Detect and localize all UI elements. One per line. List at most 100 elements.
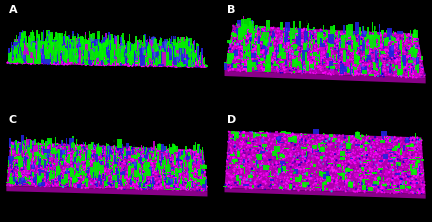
Point	[58, 49, 65, 52]
Point	[236, 48, 243, 51]
Point	[242, 27, 249, 30]
FancyBboxPatch shape	[123, 38, 124, 52]
FancyBboxPatch shape	[192, 174, 193, 177]
FancyBboxPatch shape	[175, 188, 180, 190]
Point	[304, 139, 311, 143]
FancyBboxPatch shape	[15, 39, 19, 46]
FancyBboxPatch shape	[203, 177, 206, 180]
FancyBboxPatch shape	[279, 187, 283, 188]
Point	[334, 168, 340, 172]
Point	[91, 63, 98, 67]
Point	[311, 36, 318, 39]
Point	[88, 47, 95, 51]
Point	[111, 46, 118, 49]
FancyBboxPatch shape	[34, 139, 36, 145]
Point	[19, 48, 26, 51]
Point	[405, 54, 412, 58]
Point	[350, 53, 357, 56]
FancyBboxPatch shape	[140, 150, 143, 151]
Point	[195, 152, 202, 155]
Point	[11, 50, 18, 53]
Point	[73, 151, 79, 155]
FancyBboxPatch shape	[260, 151, 265, 153]
Point	[251, 154, 257, 157]
FancyBboxPatch shape	[401, 148, 402, 152]
Point	[116, 53, 123, 57]
Point	[141, 46, 148, 50]
FancyBboxPatch shape	[140, 55, 145, 66]
Point	[363, 46, 370, 49]
FancyBboxPatch shape	[170, 185, 171, 186]
Point	[138, 57, 145, 61]
FancyBboxPatch shape	[104, 160, 105, 163]
Point	[336, 65, 343, 69]
Point	[317, 135, 324, 138]
Point	[252, 39, 259, 42]
Point	[18, 54, 25, 58]
Point	[64, 166, 70, 170]
Point	[267, 175, 274, 179]
Point	[354, 155, 361, 159]
Point	[411, 173, 418, 176]
Point	[286, 28, 292, 32]
Point	[109, 151, 116, 154]
Point	[158, 64, 165, 67]
FancyBboxPatch shape	[159, 64, 164, 66]
Point	[263, 141, 270, 144]
Point	[172, 48, 179, 51]
Point	[156, 158, 163, 162]
Point	[358, 167, 365, 171]
Point	[286, 47, 293, 51]
Point	[267, 180, 274, 183]
Point	[41, 179, 48, 182]
Point	[407, 65, 413, 68]
Point	[381, 164, 388, 168]
Point	[407, 33, 413, 36]
Point	[27, 57, 34, 61]
Point	[76, 59, 83, 62]
Point	[409, 186, 416, 189]
Point	[111, 176, 118, 180]
Point	[175, 149, 181, 153]
Point	[253, 41, 260, 45]
Point	[53, 162, 60, 166]
FancyBboxPatch shape	[241, 63, 245, 64]
Point	[259, 154, 266, 157]
Point	[73, 166, 80, 169]
Point	[245, 50, 251, 54]
FancyBboxPatch shape	[117, 179, 119, 183]
FancyBboxPatch shape	[177, 174, 178, 175]
FancyBboxPatch shape	[283, 31, 284, 36]
Point	[97, 160, 104, 164]
Point	[335, 68, 342, 72]
Point	[268, 26, 275, 30]
Point	[41, 166, 48, 170]
Point	[151, 184, 158, 187]
Point	[311, 56, 318, 60]
FancyBboxPatch shape	[35, 48, 38, 49]
Point	[312, 49, 319, 53]
Point	[32, 57, 39, 60]
FancyBboxPatch shape	[79, 49, 80, 53]
Point	[421, 72, 428, 75]
FancyBboxPatch shape	[111, 36, 112, 46]
Point	[259, 141, 266, 145]
Point	[245, 30, 252, 33]
Point	[194, 188, 201, 191]
FancyBboxPatch shape	[145, 37, 146, 49]
Point	[362, 186, 369, 189]
Point	[87, 153, 94, 156]
Point	[152, 164, 159, 167]
Point	[404, 182, 411, 185]
Point	[307, 185, 314, 189]
Point	[416, 155, 423, 159]
Point	[125, 50, 132, 53]
Point	[390, 165, 397, 168]
Point	[274, 175, 281, 179]
Point	[188, 165, 195, 169]
FancyBboxPatch shape	[39, 178, 40, 181]
Text: D: D	[227, 115, 236, 125]
FancyBboxPatch shape	[76, 151, 79, 153]
Point	[51, 175, 57, 178]
FancyBboxPatch shape	[60, 50, 61, 52]
